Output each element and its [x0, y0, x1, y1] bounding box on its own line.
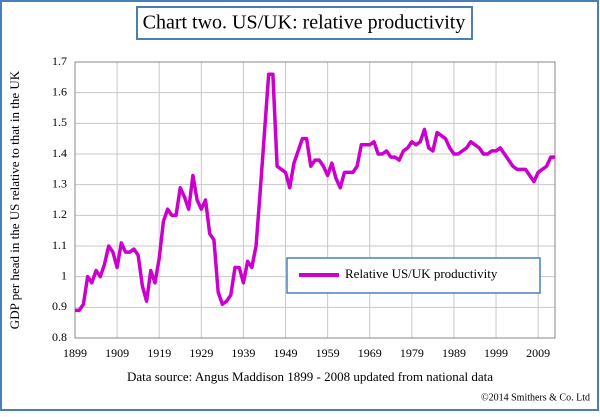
- copyright: ©2014 Smithers & Co. Ltd: [481, 392, 590, 403]
- chart-title: Chart two. US/UK: relative productivity: [143, 12, 466, 34]
- x-tick-label: 1929: [189, 346, 213, 360]
- data-line: [75, 72, 555, 313]
- plot-border: [74, 61, 556, 339]
- y-tick-label: 1.4: [52, 146, 67, 160]
- y-tick-label: 1.7: [52, 54, 67, 68]
- y-tick-label: 1.6: [52, 84, 67, 98]
- title-box: [136, 6, 473, 40]
- x-tick-label: 1909: [105, 346, 129, 360]
- legend-label: Relative US/UK productivity: [345, 266, 498, 281]
- y-axis-label: GDP per head in the US relative to that …: [7, 70, 22, 329]
- y-tick-label: 0.9: [52, 299, 67, 313]
- y-tick-label: 1: [61, 268, 67, 282]
- x-tick-label: 1949: [274, 346, 298, 360]
- y-tick-label: 1.1: [52, 238, 67, 252]
- x-tick-label: 1919: [147, 346, 171, 360]
- x-tick-label: 1999: [484, 346, 508, 360]
- y-tick-label: 1.3: [52, 176, 67, 190]
- x-tick-label: 2009: [526, 346, 550, 360]
- x-tick-label: 1899: [63, 346, 87, 360]
- source-note: Data source: Angus Maddison 1899 - 2008 …: [127, 369, 493, 384]
- x-tick-label: 1969: [358, 346, 382, 360]
- y-tick-label: 1.2: [52, 207, 67, 221]
- x-tick-label: 1959: [316, 346, 340, 360]
- y-tick-label: 0.8: [52, 330, 67, 344]
- x-tick-label: 1989: [442, 346, 466, 360]
- x-tick-label: 1979: [400, 346, 424, 360]
- y-tick-label: 1.5: [52, 115, 67, 129]
- x-tick-label: 1939: [231, 346, 255, 360]
